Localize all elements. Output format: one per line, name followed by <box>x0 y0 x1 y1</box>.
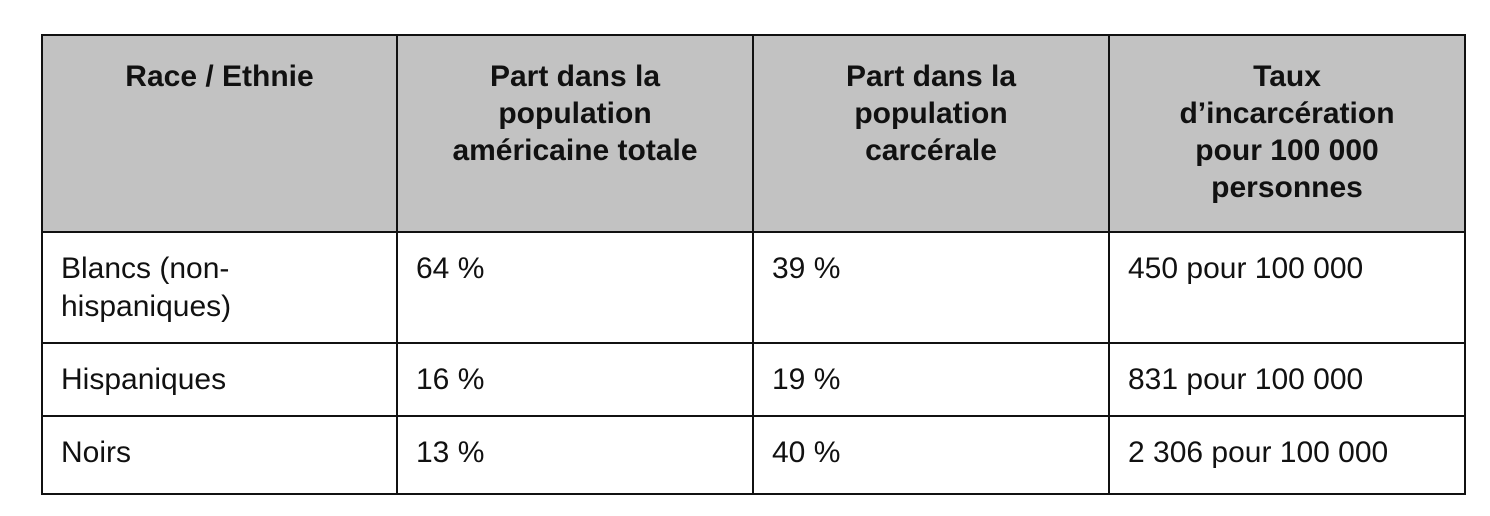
cell-group: Blancs (non- hispaniques) <box>41 231 398 344</box>
table-row: Blancs (non- hispaniques) 64 % 39 % 450 … <box>41 231 1466 344</box>
header-row: Race / Ethnie Part dans la population am… <box>41 34 1466 233</box>
column-header-label: Part dans la population américaine total… <box>452 60 698 167</box>
column-header-race: Race / Ethnie <box>41 34 398 233</box>
cell-population-share: 16 % <box>396 342 754 417</box>
cell-incarceration-rate: 831 pour 100 000 <box>1108 342 1466 417</box>
data-table-container: Race / Ethnie Part dans la population am… <box>41 34 1466 495</box>
column-header-population-share: Part dans la population américaine total… <box>396 34 754 233</box>
cell-incarceration-rate: 450 pour 100 000 <box>1108 231 1466 344</box>
table-body: Blancs (non- hispaniques) 64 % 39 % 450 … <box>41 231 1466 495</box>
cell-population-share: 64 % <box>396 231 754 344</box>
cell-group: Hispaniques <box>41 342 398 417</box>
column-header-incarceration-rate: Taux d’incarcération pour 100 000 person… <box>1108 34 1466 233</box>
cell-group-text: Blancs (non- hispaniques) <box>61 252 232 323</box>
table-row: Noirs 13 % 40 % 2 306 pour 100 000 <box>41 415 1466 495</box>
column-header-label: Taux d’incarcération pour 100 000 person… <box>1179 60 1395 204</box>
cell-prison-share: 40 % <box>752 415 1110 495</box>
cell-prison-share: 19 % <box>752 342 1110 417</box>
table-header: Race / Ethnie Part dans la population am… <box>41 34 1466 233</box>
table-row: Hispaniques 16 % 19 % 831 pour 100 000 <box>41 342 1466 417</box>
column-header-prison-share: Part dans la population carcérale <box>752 34 1110 233</box>
cell-prison-share: 39 % <box>752 231 1110 344</box>
incarceration-table: Race / Ethnie Part dans la population am… <box>41 34 1466 495</box>
column-header-label: Part dans la population carcérale <box>845 60 1017 167</box>
cell-group: Noirs <box>41 415 398 495</box>
cell-population-share: 13 % <box>396 415 754 495</box>
cell-incarceration-rate: 2 306 pour 100 000 <box>1108 415 1466 495</box>
column-header-label: Race / Ethnie <box>125 60 314 93</box>
